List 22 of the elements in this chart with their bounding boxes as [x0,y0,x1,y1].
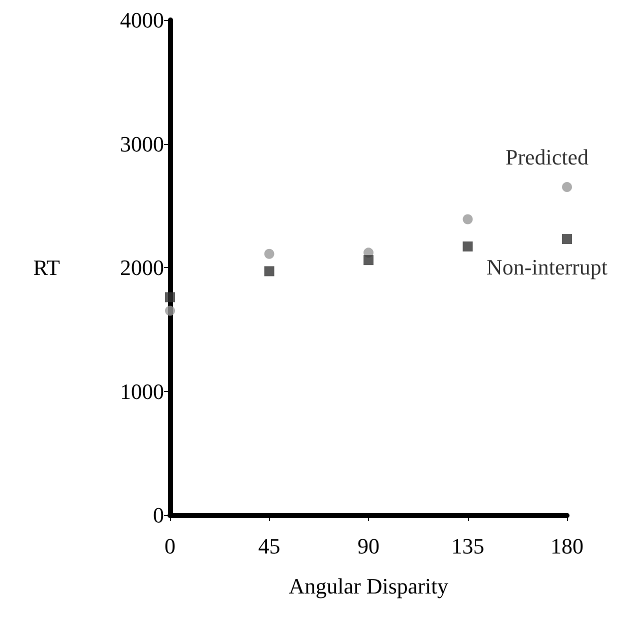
point [462,214,473,224]
x-axis-title: Angular Disparity [288,574,448,598]
point [562,182,572,192]
y-tick-label: 2000 [120,255,164,280]
point [165,292,175,302]
series-label: Predicted [505,144,589,170]
y-tick-label: 4000 [120,8,164,32]
point [462,241,473,252]
y-tick-label: 3000 [120,131,164,156]
x-tick-label: 45 [258,534,280,558]
x-tick-label: 135 [451,534,484,558]
x-tick-label: 180 [550,534,584,558]
y-tick-label: 0 [153,502,164,528]
point [562,234,572,244]
point [264,248,274,259]
x-tick-label: 90 [358,534,380,558]
point [364,255,374,266]
point [165,306,175,316]
y-tick-label: 1000 [120,378,164,404]
series-label: Non-interrupt [486,254,608,280]
point [264,266,274,276]
y-axis-title: RT [33,255,61,280]
